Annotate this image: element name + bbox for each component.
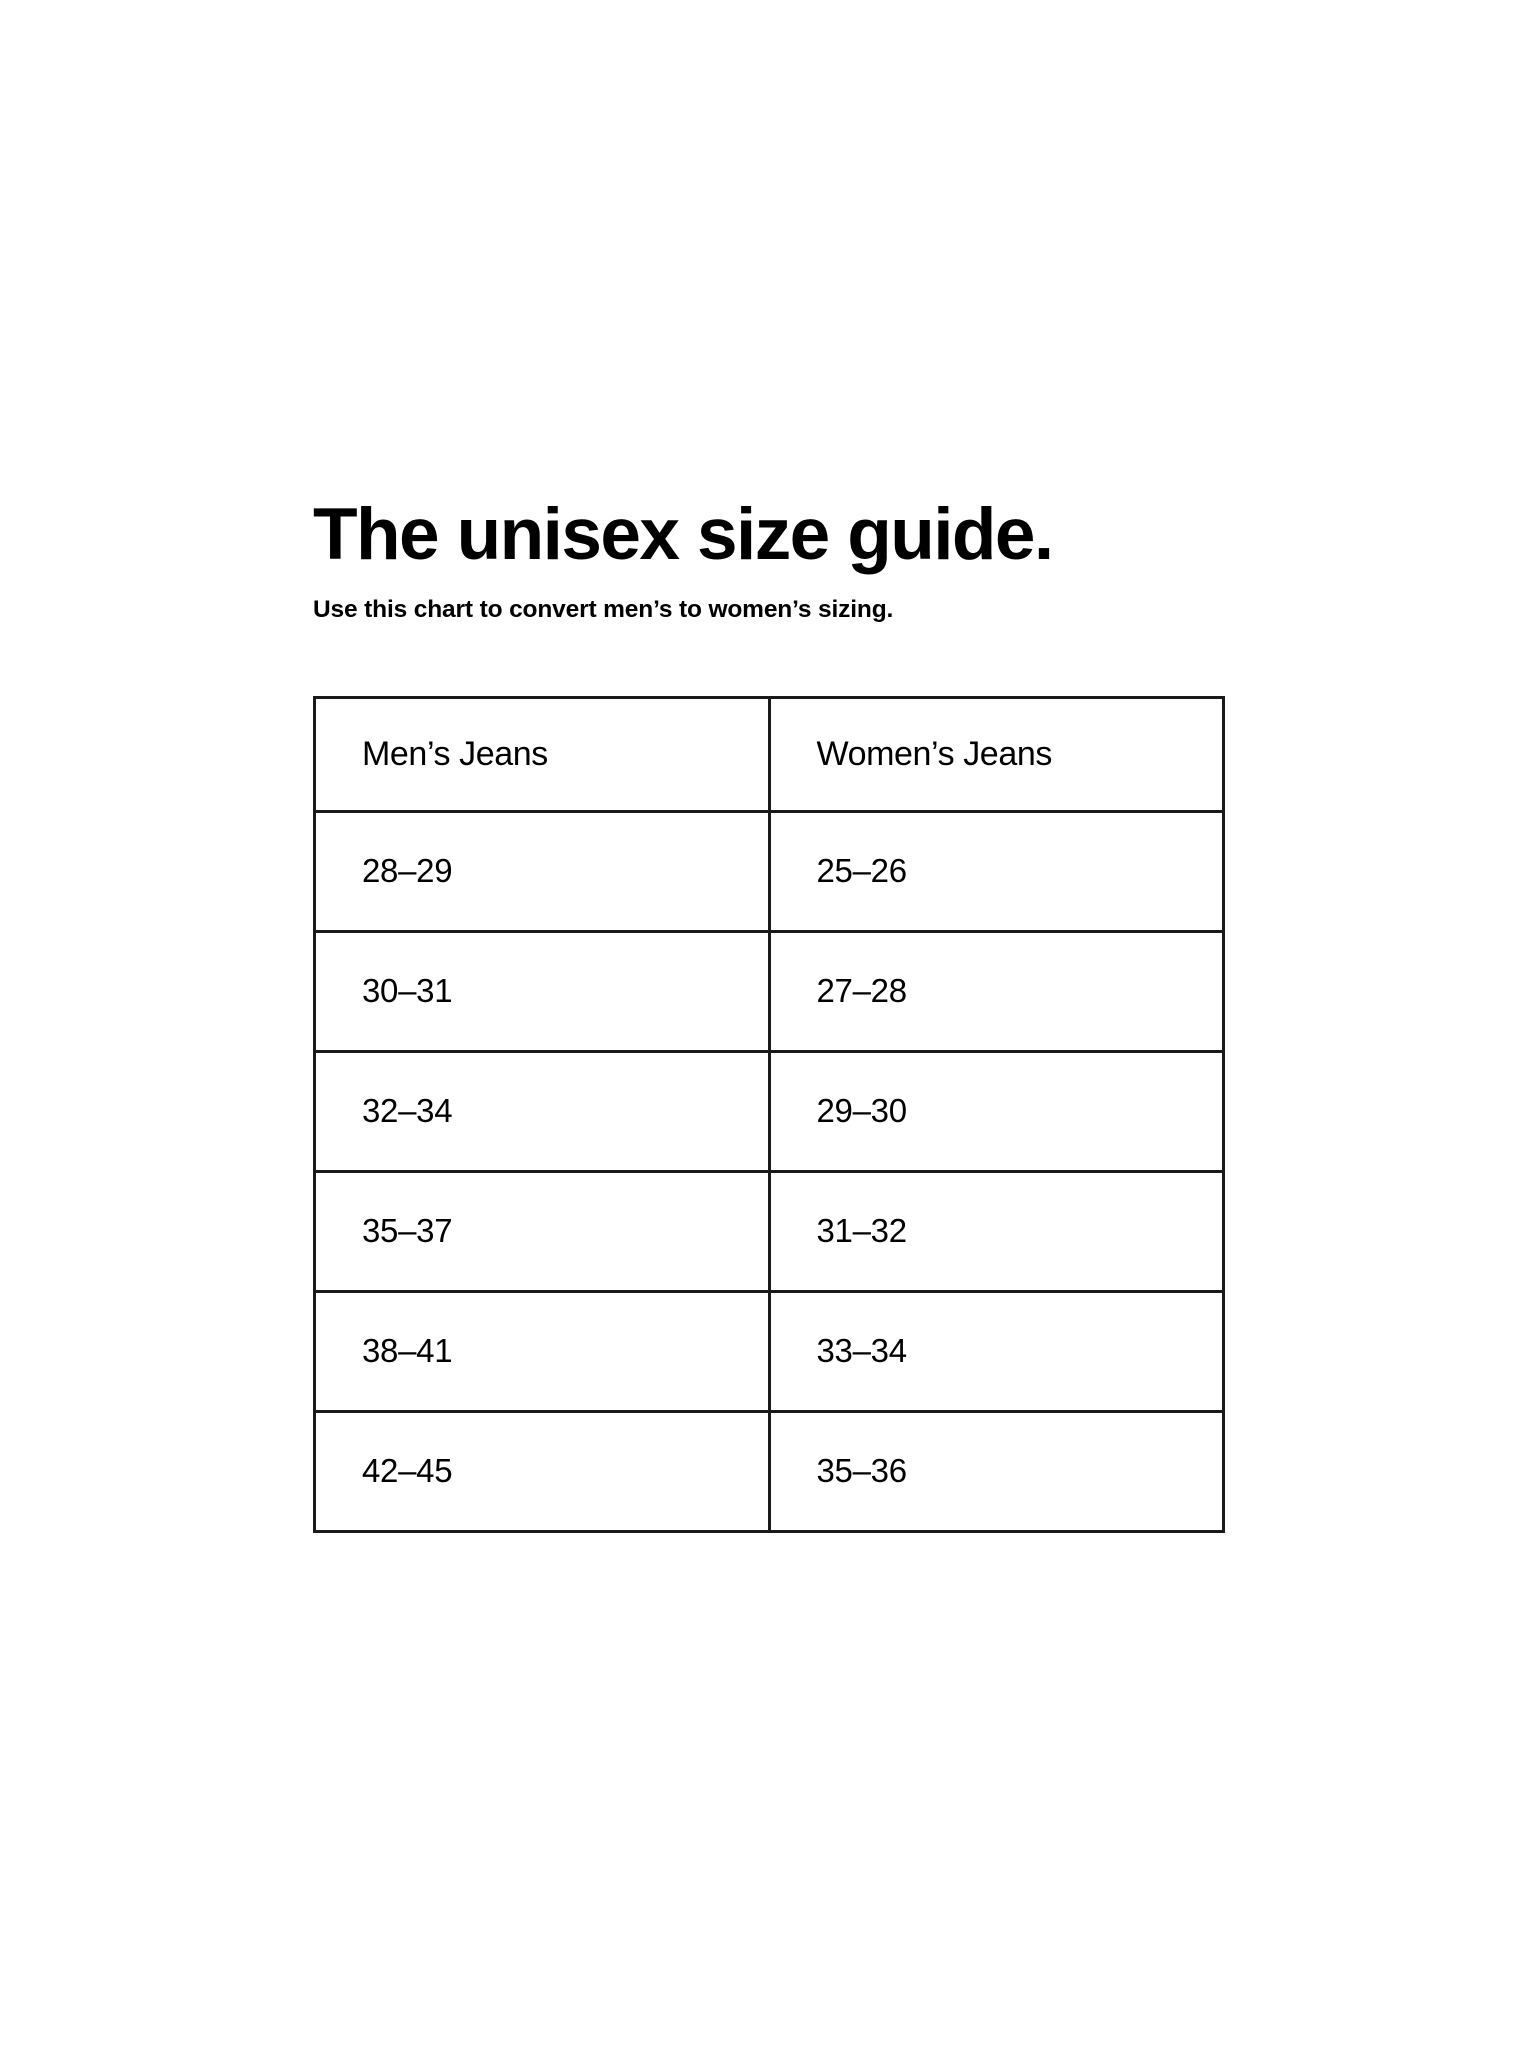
table-body: 28–29 25–26 30–31 27–28 32–34 29–30 35–3…	[313, 810, 1225, 1533]
table-row: 35–37 31–32	[313, 1170, 1225, 1293]
table-row: 42–45 35–36	[313, 1410, 1225, 1533]
header-block: The unisex size guide. Use this chart to…	[313, 494, 1313, 625]
cell-womens-size: 27–28	[767, 930, 1225, 1053]
table-header-row: Men’s Jeans Women’s Jeans	[313, 696, 1225, 813]
cell-womens-size: 25–26	[767, 810, 1225, 933]
table-row: 30–31 27–28	[313, 930, 1225, 1053]
table-row: 38–41 33–34	[313, 1290, 1225, 1413]
cell-mens-size: 38–41	[313, 1290, 771, 1413]
cell-womens-size: 31–32	[767, 1170, 1225, 1293]
cell-mens-size: 42–45	[313, 1410, 771, 1533]
table-row: 32–34 29–30	[313, 1050, 1225, 1173]
page-title: The unisex size guide.	[313, 494, 1054, 575]
table-row: 28–29 25–26	[313, 810, 1225, 933]
cell-womens-size: 33–34	[767, 1290, 1225, 1413]
page-subtitle: Use this chart to convert men’s to women…	[313, 596, 894, 624]
size-table-container: Men’s Jeans Women’s Jeans 28–29 25–26 30…	[313, 696, 1225, 1533]
column-header-mens-jeans: Men’s Jeans	[313, 696, 771, 813]
cell-mens-size: 35–37	[313, 1170, 771, 1293]
table-header: Men’s Jeans Women’s Jeans	[313, 696, 1225, 813]
size-conversion-table: Men’s Jeans Women’s Jeans 28–29 25–26 30…	[313, 696, 1225, 1533]
cell-mens-size: 30–31	[313, 930, 771, 1053]
cell-womens-size: 35–36	[767, 1410, 1225, 1533]
cell-womens-size: 29–30	[767, 1050, 1225, 1173]
cell-mens-size: 32–34	[313, 1050, 771, 1173]
column-header-womens-jeans: Women’s Jeans	[767, 696, 1225, 813]
cell-mens-size: 28–29	[313, 810, 771, 933]
